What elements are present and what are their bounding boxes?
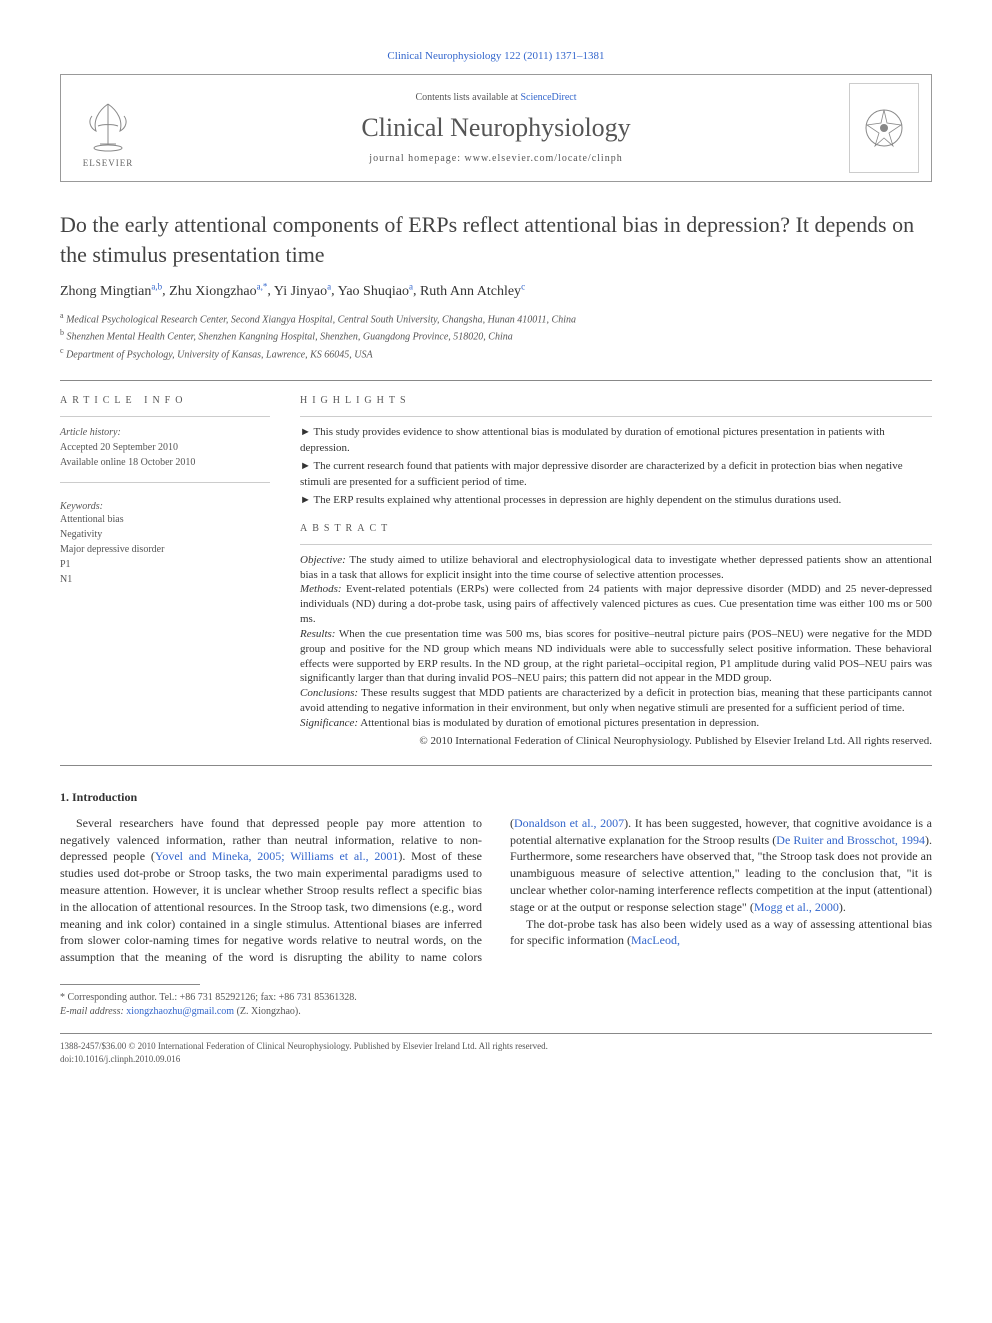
footer-copyright: 1388-2457/$36.00 © 2010 International Fe… bbox=[60, 1040, 932, 1065]
keyword-item: Attentional bias bbox=[60, 512, 270, 527]
citation-link[interactable]: Donaldson et al., 2007 bbox=[514, 816, 624, 830]
keyword-item: Major depressive disorder bbox=[60, 542, 270, 557]
citation-link[interactable]: MacLeod, bbox=[631, 933, 680, 947]
divider bbox=[60, 380, 932, 381]
abstract-copyright: © 2010 International Federation of Clini… bbox=[300, 735, 932, 747]
contents-prefix: Contents lists available at bbox=[415, 92, 520, 103]
article-info-label: ARTICLE INFO bbox=[60, 395, 270, 406]
affiliation-c: Department of Psychology, University of … bbox=[66, 349, 373, 360]
author-5: Ruth Ann Atchleyc bbox=[420, 284, 525, 299]
highlight-item: The current research found that patients… bbox=[300, 460, 903, 488]
citation-link[interactable]: De Ruiter and Brosschot, 1994 bbox=[776, 833, 925, 847]
highlights-label: HIGHLIGHTS bbox=[300, 395, 932, 406]
author-list: Zhong Mingtiana,b, Zhu Xiongzhaoa,*, Yi … bbox=[60, 281, 932, 300]
highlight-item: The ERP results explained why attentiona… bbox=[313, 494, 841, 506]
keywords-label: Keywords: bbox=[60, 501, 270, 512]
keyword-item: P1 bbox=[60, 557, 270, 572]
journal-cover-icon bbox=[849, 83, 919, 173]
citation-link[interactable]: Yovel and Mineka, 2005; Williams et al.,… bbox=[155, 849, 399, 863]
author-2: Zhu Xiongzhaoa,* bbox=[169, 284, 267, 299]
affiliations: a Medical Psychological Research Center,… bbox=[60, 310, 932, 362]
homepage-line: journal homepage: www.elsevier.com/locat… bbox=[143, 153, 849, 164]
corresponding-footnote: * Corresponding author. Tel.: +86 731 85… bbox=[60, 991, 932, 1019]
abstract-label: ABSTRACT bbox=[300, 523, 932, 534]
highlight-item: This study provides evidence to show att… bbox=[300, 426, 885, 454]
header-citation: Clinical Neurophysiology 122 (2011) 1371… bbox=[60, 50, 932, 62]
journal-name: Clinical Neurophysiology bbox=[143, 113, 849, 143]
elsevier-label: ELSEVIER bbox=[83, 158, 134, 168]
footer-divider bbox=[60, 1033, 932, 1034]
history-label: Article history: bbox=[60, 425, 270, 440]
divider bbox=[60, 765, 932, 766]
elsevier-tree-icon bbox=[78, 96, 138, 156]
journal-header-box: ELSEVIER Contents lists available at Sci… bbox=[60, 74, 932, 182]
body-text: Several researchers have found that depr… bbox=[60, 815, 932, 966]
homepage-url[interactable]: www.elsevier.com/locate/clinph bbox=[465, 153, 623, 164]
footnote-divider bbox=[60, 984, 200, 985]
affiliation-b: Shenzhen Mental Health Center, Shenzhen … bbox=[67, 332, 513, 343]
highlights-list: ► This study provides evidence to show a… bbox=[300, 425, 932, 509]
section-heading-intro: 1. Introduction bbox=[60, 790, 932, 805]
contents-line: Contents lists available at ScienceDirec… bbox=[143, 92, 849, 103]
online-date: Available online 18 October 2010 bbox=[60, 455, 270, 470]
keyword-item: N1 bbox=[60, 572, 270, 587]
keyword-item: Negativity bbox=[60, 527, 270, 542]
homepage-prefix: journal homepage: bbox=[369, 153, 464, 164]
affiliation-a: Medical Psychological Research Center, S… bbox=[66, 314, 576, 325]
author-4: Yao Shuqiaoa bbox=[338, 284, 413, 299]
keywords-list: Attentional bias Negativity Major depres… bbox=[60, 512, 270, 587]
author-1: Zhong Mingtiana,b bbox=[60, 284, 162, 299]
citation-link[interactable]: Mogg et al., 2000 bbox=[754, 900, 839, 914]
author-3: Yi Jinyaoa bbox=[274, 284, 331, 299]
elsevier-logo: ELSEVIER bbox=[73, 88, 143, 168]
abstract-text: Objective: The study aimed to utilize be… bbox=[300, 553, 932, 731]
sciencedirect-link[interactable]: ScienceDirect bbox=[520, 92, 576, 103]
accepted-date: Accepted 20 September 2010 bbox=[60, 440, 270, 455]
article-title: Do the early attentional components of E… bbox=[60, 210, 932, 269]
email-link[interactable]: xiongzhaozhu@gmail.com bbox=[126, 1006, 234, 1017]
